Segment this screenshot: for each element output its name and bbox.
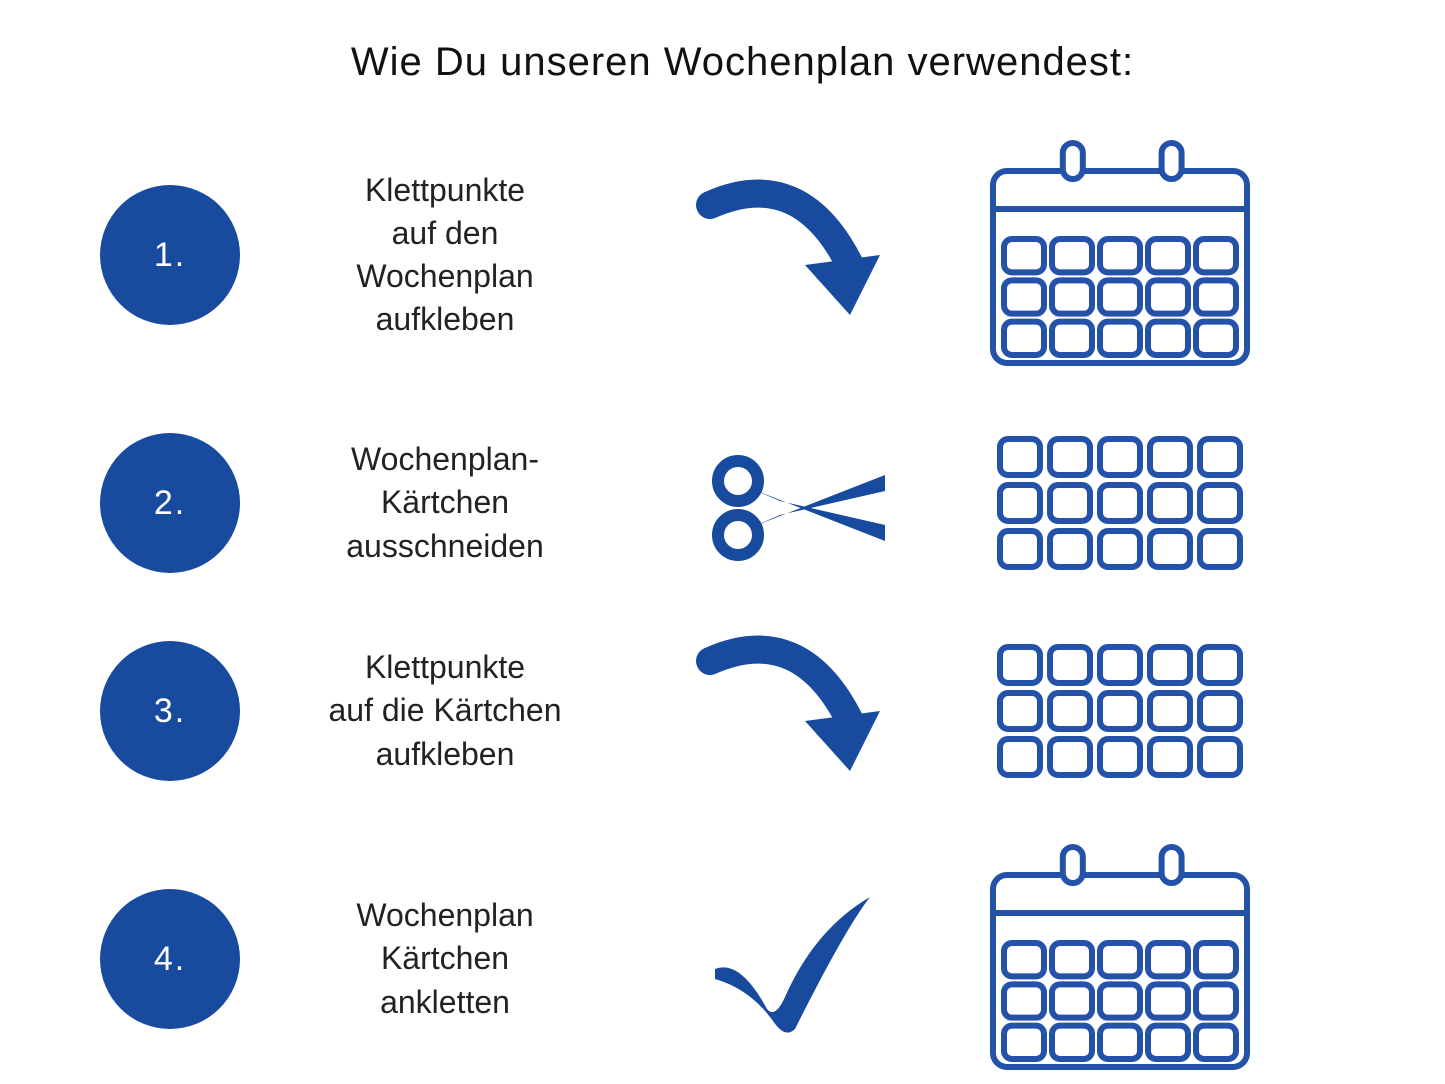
calendar-icon	[970, 839, 1270, 1079]
step-number: 2.	[154, 484, 186, 523]
check-icon	[630, 879, 950, 1039]
step-description: WochenplanKärtchenankletten	[280, 894, 610, 1024]
step-number: 1.	[154, 236, 186, 275]
step-number-badge: 4.	[100, 889, 240, 1029]
calendar-icon	[970, 135, 1270, 375]
card-grid-icon	[970, 436, 1270, 570]
step-number: 4.	[154, 940, 186, 979]
step-row: 4. WochenplanKärtchenankletten	[100, 839, 1385, 1079]
step-row: 2. Wochenplan-Kärtchenausschneiden	[100, 423, 1385, 583]
arrow-icon	[630, 175, 950, 335]
card-grid-icon	[970, 644, 1270, 778]
infographic-page: Wie Du unseren Wochenplan verwendest: 1.…	[0, 0, 1445, 1084]
steps-list: 1.Klettpunkteauf denWochenplanaufkleben …	[100, 135, 1385, 1079]
step-description: Klettpunkteauf denWochenplanaufkleben	[280, 169, 610, 342]
step-description: Wochenplan-Kärtchenausschneiden	[280, 438, 610, 568]
scissors-icon	[630, 423, 950, 583]
step-number-badge: 2.	[100, 433, 240, 573]
step-number: 3.	[154, 692, 186, 731]
step-row: 3. Klettpunkteauf die Kärtchenaufkleben	[100, 631, 1385, 791]
arrow-icon	[630, 631, 950, 791]
step-number-badge: 3.	[100, 641, 240, 781]
page-title: Wie Du unseren Wochenplan verwendest:	[100, 40, 1385, 85]
step-row: 1. Klettpunkteauf denWochenplanaufkleben	[100, 135, 1385, 375]
step-number-badge: 1.	[100, 185, 240, 325]
step-description: Klettpunkteauf die Kärtchenaufkleben	[280, 646, 610, 776]
